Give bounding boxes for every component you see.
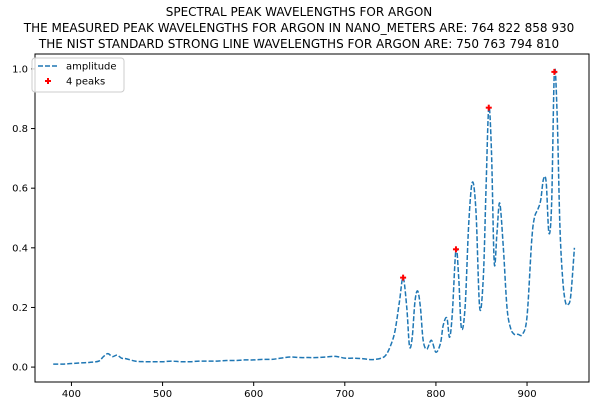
chart-subtitle-nist: THE NIST STANDARD STRONG LINE WAVELENGTH… — [38, 37, 560, 51]
y-tick-label: 0.6 — [12, 184, 28, 195]
x-axis: 400 500 600 700 800 900 — [62, 382, 537, 400]
y-tick-label: 0.8 — [12, 124, 28, 135]
x-tick-label: 900 — [517, 389, 536, 400]
x-tick-label: 400 — [62, 389, 81, 400]
y-tick-label: 0.4 — [12, 243, 28, 254]
amplitude-series-line — [53, 67, 576, 365]
x-tick-label: 700 — [335, 389, 354, 400]
legend-label-amplitude: amplitude — [66, 62, 117, 73]
legend-marker-swatch — [45, 78, 51, 84]
peak-marker — [485, 104, 492, 111]
x-tick-label: 500 — [153, 389, 172, 400]
peak-marker — [551, 68, 558, 75]
chart-title: SPECTRAL PEAK WAVELENGTHS FOR ARGON — [165, 5, 433, 19]
legend: amplitude 4 peaks — [31, 57, 125, 93]
peak-marker — [452, 246, 459, 253]
x-tick-label: 600 — [244, 389, 263, 400]
peak-marker — [400, 274, 407, 281]
y-tick-label: 0.2 — [12, 303, 28, 314]
plot-area — [53, 67, 576, 365]
legend-label-peaks: 4 peaks — [66, 77, 105, 88]
chart-subtitle-measured: THE MEASURED PEAK WAVELENGTHS FOR ARGON … — [23, 21, 575, 35]
y-tick-label: 1.0 — [12, 64, 28, 75]
axes-frame — [34, 53, 590, 383]
y-axis: 0.0 0.2 0.4 0.6 0.8 1.0 — [12, 64, 35, 374]
x-tick-label: 800 — [426, 389, 445, 400]
y-tick-label: 0.0 — [12, 363, 28, 374]
